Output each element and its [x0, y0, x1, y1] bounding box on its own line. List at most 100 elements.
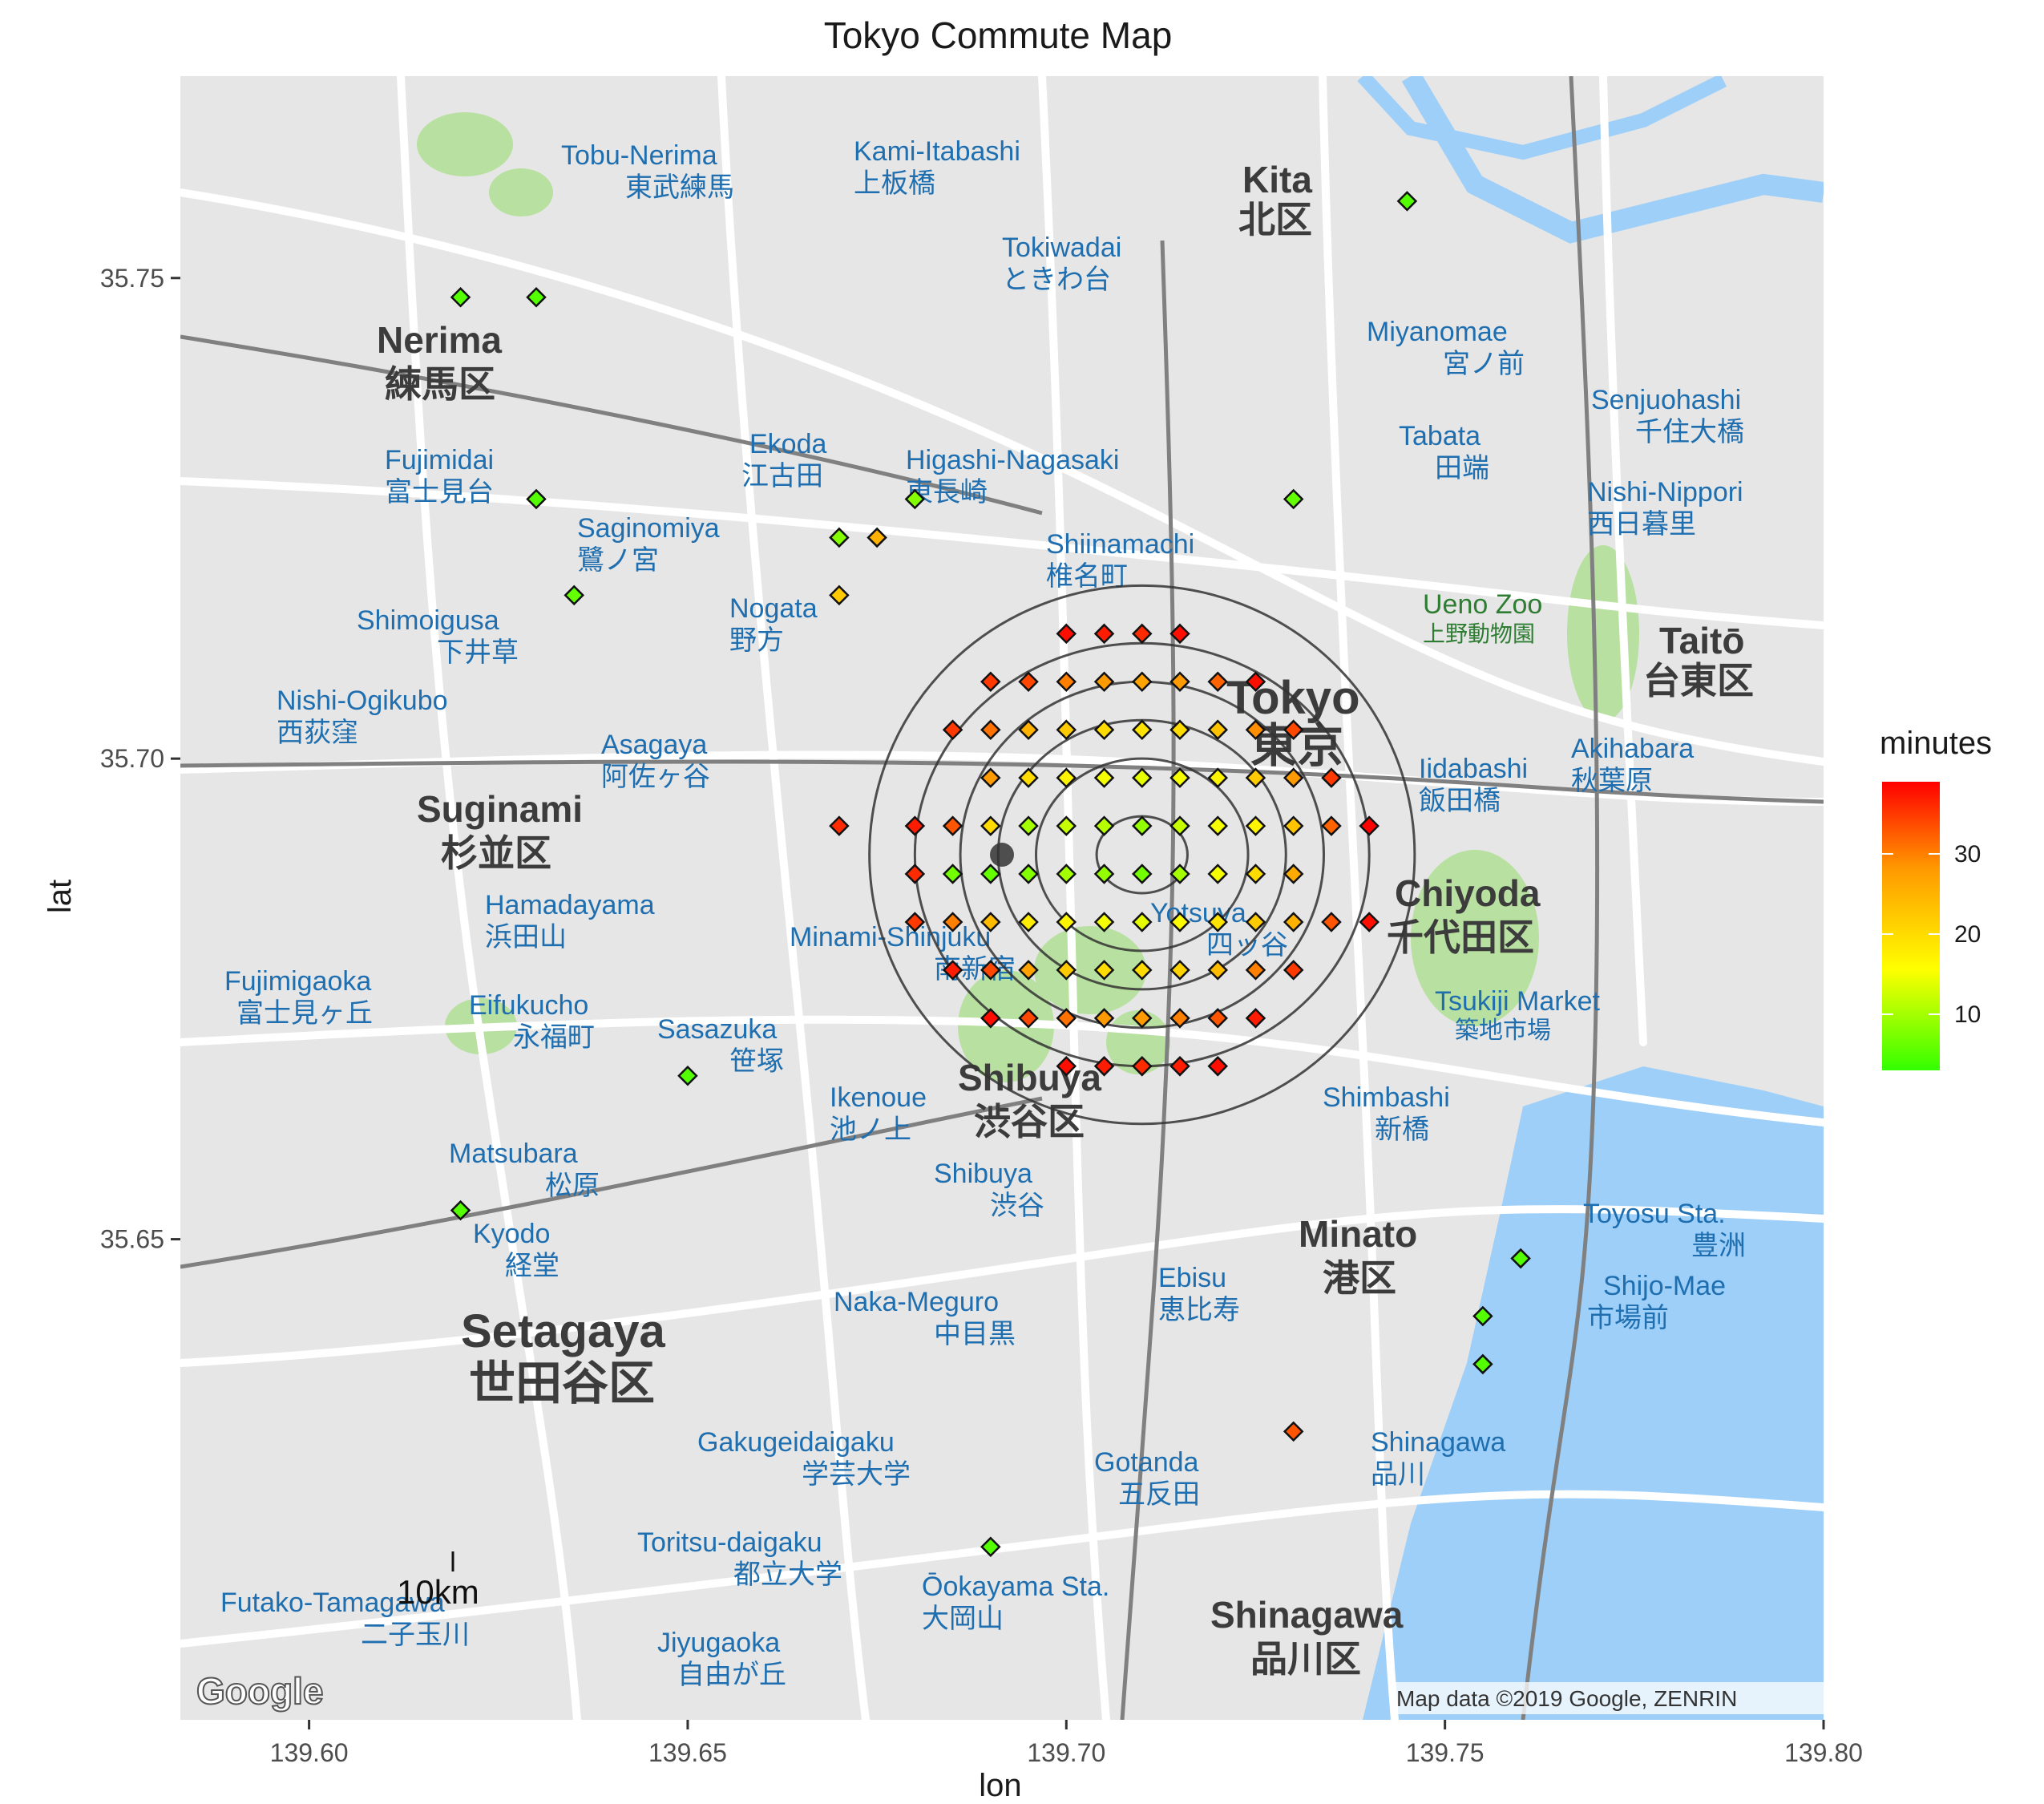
place-label-jp: 自由が丘	[677, 1660, 786, 1690]
ward-label-jp: 渋谷区	[974, 1101, 1085, 1143]
commute-point	[1093, 864, 1115, 884]
commute-point	[1283, 864, 1304, 884]
ward-labels: Nerima 練馬区 Suginami 杉並区 Setagaya 世田谷区 Sh…	[377, 159, 1754, 1680]
commute-point	[1132, 1056, 1153, 1077]
place-label-en: Sasazuka	[657, 1014, 777, 1045]
commute-point	[564, 584, 585, 606]
commute-point	[1132, 767, 1153, 788]
place-label-en: Tsukiji Market	[1435, 986, 1600, 1017]
place-label-en: Kyodo	[473, 1219, 550, 1249]
place-label-jp: 西荻窪	[277, 718, 358, 748]
place-label-jp: 渋谷	[990, 1191, 1044, 1221]
place-label-en: Shijo-Mae	[1603, 1271, 1726, 1301]
place-label-jp: 松原	[545, 1171, 600, 1201]
commute-point	[1018, 671, 1039, 693]
commute-point	[1207, 1056, 1229, 1077]
commute-point	[1283, 815, 1304, 836]
commute-point	[1283, 912, 1304, 932]
place-label-jp: 江古田	[741, 461, 823, 491]
x-tick-label: 139.75	[1406, 1738, 1485, 1767]
commute-point	[1056, 671, 1077, 693]
ward-label-jp: 港区	[1323, 1257, 1396, 1299]
legend-tick-label: 20	[1954, 921, 1981, 948]
commute-point	[1056, 623, 1077, 645]
place-label-en: Shimoigusa	[357, 605, 499, 636]
commute-point	[1093, 815, 1115, 836]
place-label-en: Eifukucho	[469, 990, 588, 1021]
shakujii-park	[417, 112, 513, 176]
place-label-en: Shinagawa	[1371, 1427, 1505, 1458]
color-legend: minutes 10 20 30	[1880, 726, 1992, 1070]
commute-point	[1056, 960, 1077, 981]
commute-point	[1093, 719, 1115, 740]
commute-point	[1132, 623, 1153, 645]
place-label-en: Yotsuya	[1150, 898, 1246, 928]
place-label-jp: 大岡山	[922, 1604, 1004, 1634]
commute-point	[942, 864, 963, 884]
ward-label-jp: 千代田区	[1387, 916, 1534, 958]
place-label-jp: 市場前	[1587, 1303, 1669, 1333]
place-label-jp: 富士見ヶ丘	[236, 998, 373, 1029]
commute-point	[1093, 767, 1115, 788]
place-label-jp: 上板橋	[854, 168, 935, 199]
legend-tick-label: 10	[1954, 1001, 1981, 1028]
map-panel[interactable]: Nerima 練馬区 Suginami 杉並区 Setagaya 世田谷区 Sh…	[180, 76, 1824, 1720]
commute-point	[1283, 1421, 1304, 1442]
commute-point	[1245, 960, 1266, 981]
commute-point	[1207, 671, 1229, 693]
rail-network	[180, 76, 1824, 1720]
commute-point	[1169, 912, 1190, 932]
place-label-en: Hamadayama	[485, 890, 655, 920]
commute-point	[980, 815, 1001, 836]
commute-point	[1018, 1008, 1039, 1029]
place-label-en: Tokiwadai	[1002, 233, 1121, 263]
place-label-en: Toritsu-daigaku	[637, 1527, 822, 1558]
commute-points	[450, 191, 1531, 1557]
commute-point	[1245, 671, 1266, 693]
commute-point	[980, 671, 1001, 693]
ward-label-jp: 台東区	[1643, 660, 1754, 702]
commute-point	[677, 1066, 698, 1086]
commute-point	[1093, 960, 1115, 981]
x-tick-label: 139.65	[648, 1738, 727, 1767]
place-label-en: Tobu-Nerima	[561, 140, 717, 171]
x-tick-label: 139.80	[1784, 1738, 1863, 1767]
chart-title: Tokyo Commute Map	[824, 14, 1173, 56]
commute-point	[1018, 912, 1039, 932]
commute-point	[1207, 815, 1229, 836]
x-axis-label: lon	[979, 1768, 1021, 1803]
commute-point	[942, 912, 963, 932]
hikarigaoka-park	[489, 168, 553, 216]
place-label-jp: 鷺ノ宮	[577, 545, 659, 576]
commute-point	[1245, 864, 1266, 884]
ward-label-en: Shinagawa	[1210, 1594, 1404, 1636]
place-label-jp: 下井草	[437, 637, 519, 668]
place-label-en: Futako-Tamagawa	[220, 1588, 445, 1618]
place-label-jp: 豊洲	[1691, 1231, 1746, 1261]
commute-point	[1018, 815, 1039, 836]
ward-label-en: Setagaya	[461, 1305, 665, 1357]
place-label-en: Shiinamachi	[1046, 529, 1194, 560]
place-label-jp: 品川	[1371, 1459, 1425, 1490]
commute-point	[1056, 719, 1077, 740]
place-label-en: Naka-Meguro	[834, 1287, 999, 1317]
place-label-en: Toyosu Sta.	[1583, 1199, 1726, 1229]
place-label-jp: 秋葉原	[1571, 766, 1653, 796]
commute-point	[1169, 767, 1190, 788]
place-label-en: Jiyugaoka	[657, 1628, 780, 1658]
ward-label-en: Shibuya	[958, 1057, 1101, 1098]
ward-label-en: Taitō	[1659, 620, 1744, 661]
google-logo: Google	[196, 1670, 323, 1712]
place-label-en: Senjuohashi	[1591, 385, 1741, 415]
tokyo-bay-water	[1363, 1066, 1824, 1720]
commute-point	[1207, 864, 1229, 884]
commute-point	[1207, 719, 1229, 740]
place-label-en: Gotanda	[1094, 1447, 1199, 1478]
place-label-jp: 西日暮里	[1587, 509, 1696, 540]
place-label-en: Kami-Itabashi	[854, 136, 1020, 167]
commute-point	[1321, 767, 1342, 788]
place-label-jp: 永福町	[513, 1022, 595, 1053]
place-label-jp: 田端	[1435, 453, 1489, 483]
x-tick-label: 139.60	[270, 1738, 349, 1767]
place-labels: Tobu-Nerima 東武練馬 Kami-Itabashi 上板橋 Tokiw…	[220, 136, 1746, 1690]
